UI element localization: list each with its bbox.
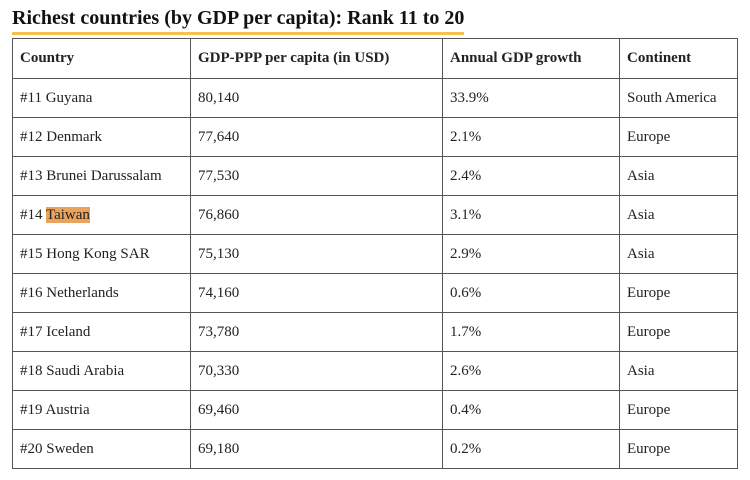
table-row: #11 Guyana 80,140 33.9% South America xyxy=(12,78,738,118)
country-name: Netherlands xyxy=(46,284,119,301)
country-cell: #11 Guyana xyxy=(12,78,191,118)
growth-cell: 0.2% xyxy=(442,429,620,469)
gdp-cell: 69,460 xyxy=(190,390,443,430)
gdp-cell: 70,330 xyxy=(190,351,443,391)
rank: #16 xyxy=(20,284,43,301)
growth-cell: 3.1% xyxy=(442,195,620,235)
growth-cell: 0.4% xyxy=(442,390,620,430)
country-name: Guyana xyxy=(45,89,93,106)
header-row: Country GDP-PPP per capita (in USD) Annual… xyxy=(12,38,738,79)
country-name: Austria xyxy=(45,401,90,418)
growth-cell: 2.9% xyxy=(442,234,620,274)
table-row: #19 Austria 69,460 0.4% Europe xyxy=(12,390,738,430)
country-cell: #20 Sweden xyxy=(12,429,191,469)
table-row: #17 Iceland 73,780 1.7% Europe xyxy=(12,312,738,352)
rank: #19 xyxy=(20,401,43,418)
country-name: Taiwan xyxy=(45,206,90,223)
continent-cell: South America xyxy=(619,78,738,118)
rank: #18 xyxy=(20,362,43,379)
table-row: #12 Denmark 77,640 2.1% Europe xyxy=(12,117,738,157)
rank: #12 xyxy=(20,128,43,145)
growth-cell: 2.6% xyxy=(442,351,620,391)
country-name: Saudi Arabia xyxy=(46,362,125,379)
country-cell: #15 Hong Kong SAR xyxy=(12,234,191,274)
growth-cell: 2.1% xyxy=(442,117,620,157)
continent-cell: Asia xyxy=(619,234,738,274)
country-cell: #14 Taiwan xyxy=(12,195,191,235)
table-row: #16 Netherlands 74,160 0.6% Europe xyxy=(12,273,738,313)
rank: #11 xyxy=(20,89,42,106)
table-row: #20 Sweden 69,180 0.2% Europe xyxy=(12,429,738,469)
growth-cell: 1.7% xyxy=(442,312,620,352)
country-cell: #19 Austria xyxy=(12,390,191,430)
header-cell: Annual GDP growth xyxy=(442,38,620,79)
country-cell: #16 Netherlands xyxy=(12,273,191,313)
rank: #13 xyxy=(20,167,43,184)
gdp-cell: 73,780 xyxy=(190,312,443,352)
header-cell: Country xyxy=(12,38,191,79)
gdp-cell: 77,640 xyxy=(190,117,443,157)
table-row: #18 Saudi Arabia 70,330 2.6% Asia xyxy=(12,351,738,391)
rank: #14 xyxy=(20,206,43,223)
table-row: #14 Taiwan 76,860 3.1% Asia xyxy=(12,195,738,235)
gdp-table: Country GDP-PPP per capita (in USD) Annual… xyxy=(12,38,738,469)
gdp-cell: 69,180 xyxy=(190,429,443,469)
continent-cell: Europe xyxy=(619,390,738,430)
country-cell: #12 Denmark xyxy=(12,117,191,157)
country-name: Sweden xyxy=(46,440,94,457)
table-row: #15 Hong Kong SAR 75,130 2.9% Asia xyxy=(12,234,738,274)
header-cell: Continent xyxy=(619,38,738,79)
continent-cell: Asia xyxy=(619,351,738,391)
country-name: Iceland xyxy=(46,323,91,340)
continent-cell: Europe xyxy=(619,117,738,157)
growth-cell: 33.9% xyxy=(442,78,620,118)
gdp-cell: 75,130 xyxy=(190,234,443,274)
gdp-cell: 76,860 xyxy=(190,195,443,235)
growth-cell: 2.4% xyxy=(442,156,620,196)
continent-cell: Asia xyxy=(619,195,738,235)
table-body: #11 Guyana 80,140 33.9% South America #12 De… xyxy=(12,78,738,469)
rank: #20 xyxy=(20,440,43,457)
gdp-cell: 77,530 xyxy=(190,156,443,196)
header-cell: GDP-PPP per capita (in USD) xyxy=(190,38,443,79)
continent-cell: Europe xyxy=(619,273,738,313)
gdp-cell: 80,140 xyxy=(190,78,443,118)
continent-cell: Europe xyxy=(619,312,738,352)
rank: #15 xyxy=(20,245,43,262)
country-name: Brunei Darussalam xyxy=(46,167,162,184)
table-row: #13 Brunei Darussalam 77,530 2.4% Asia xyxy=(12,156,738,196)
continent-cell: Europe xyxy=(619,429,738,469)
country-name: Hong Kong SAR xyxy=(46,245,150,262)
page-title: Richest countries (by GDP per capita): R… xyxy=(12,6,465,35)
country-cell: #18 Saudi Arabia xyxy=(12,351,191,391)
gdp-cell: 74,160 xyxy=(190,273,443,313)
country-cell: #13 Brunei Darussalam xyxy=(12,156,191,196)
rank: #17 xyxy=(20,323,43,340)
growth-cell: 0.6% xyxy=(442,273,620,313)
country-cell: #17 Iceland xyxy=(12,312,191,352)
country-name: Denmark xyxy=(46,128,103,145)
continent-cell: Asia xyxy=(619,156,738,196)
